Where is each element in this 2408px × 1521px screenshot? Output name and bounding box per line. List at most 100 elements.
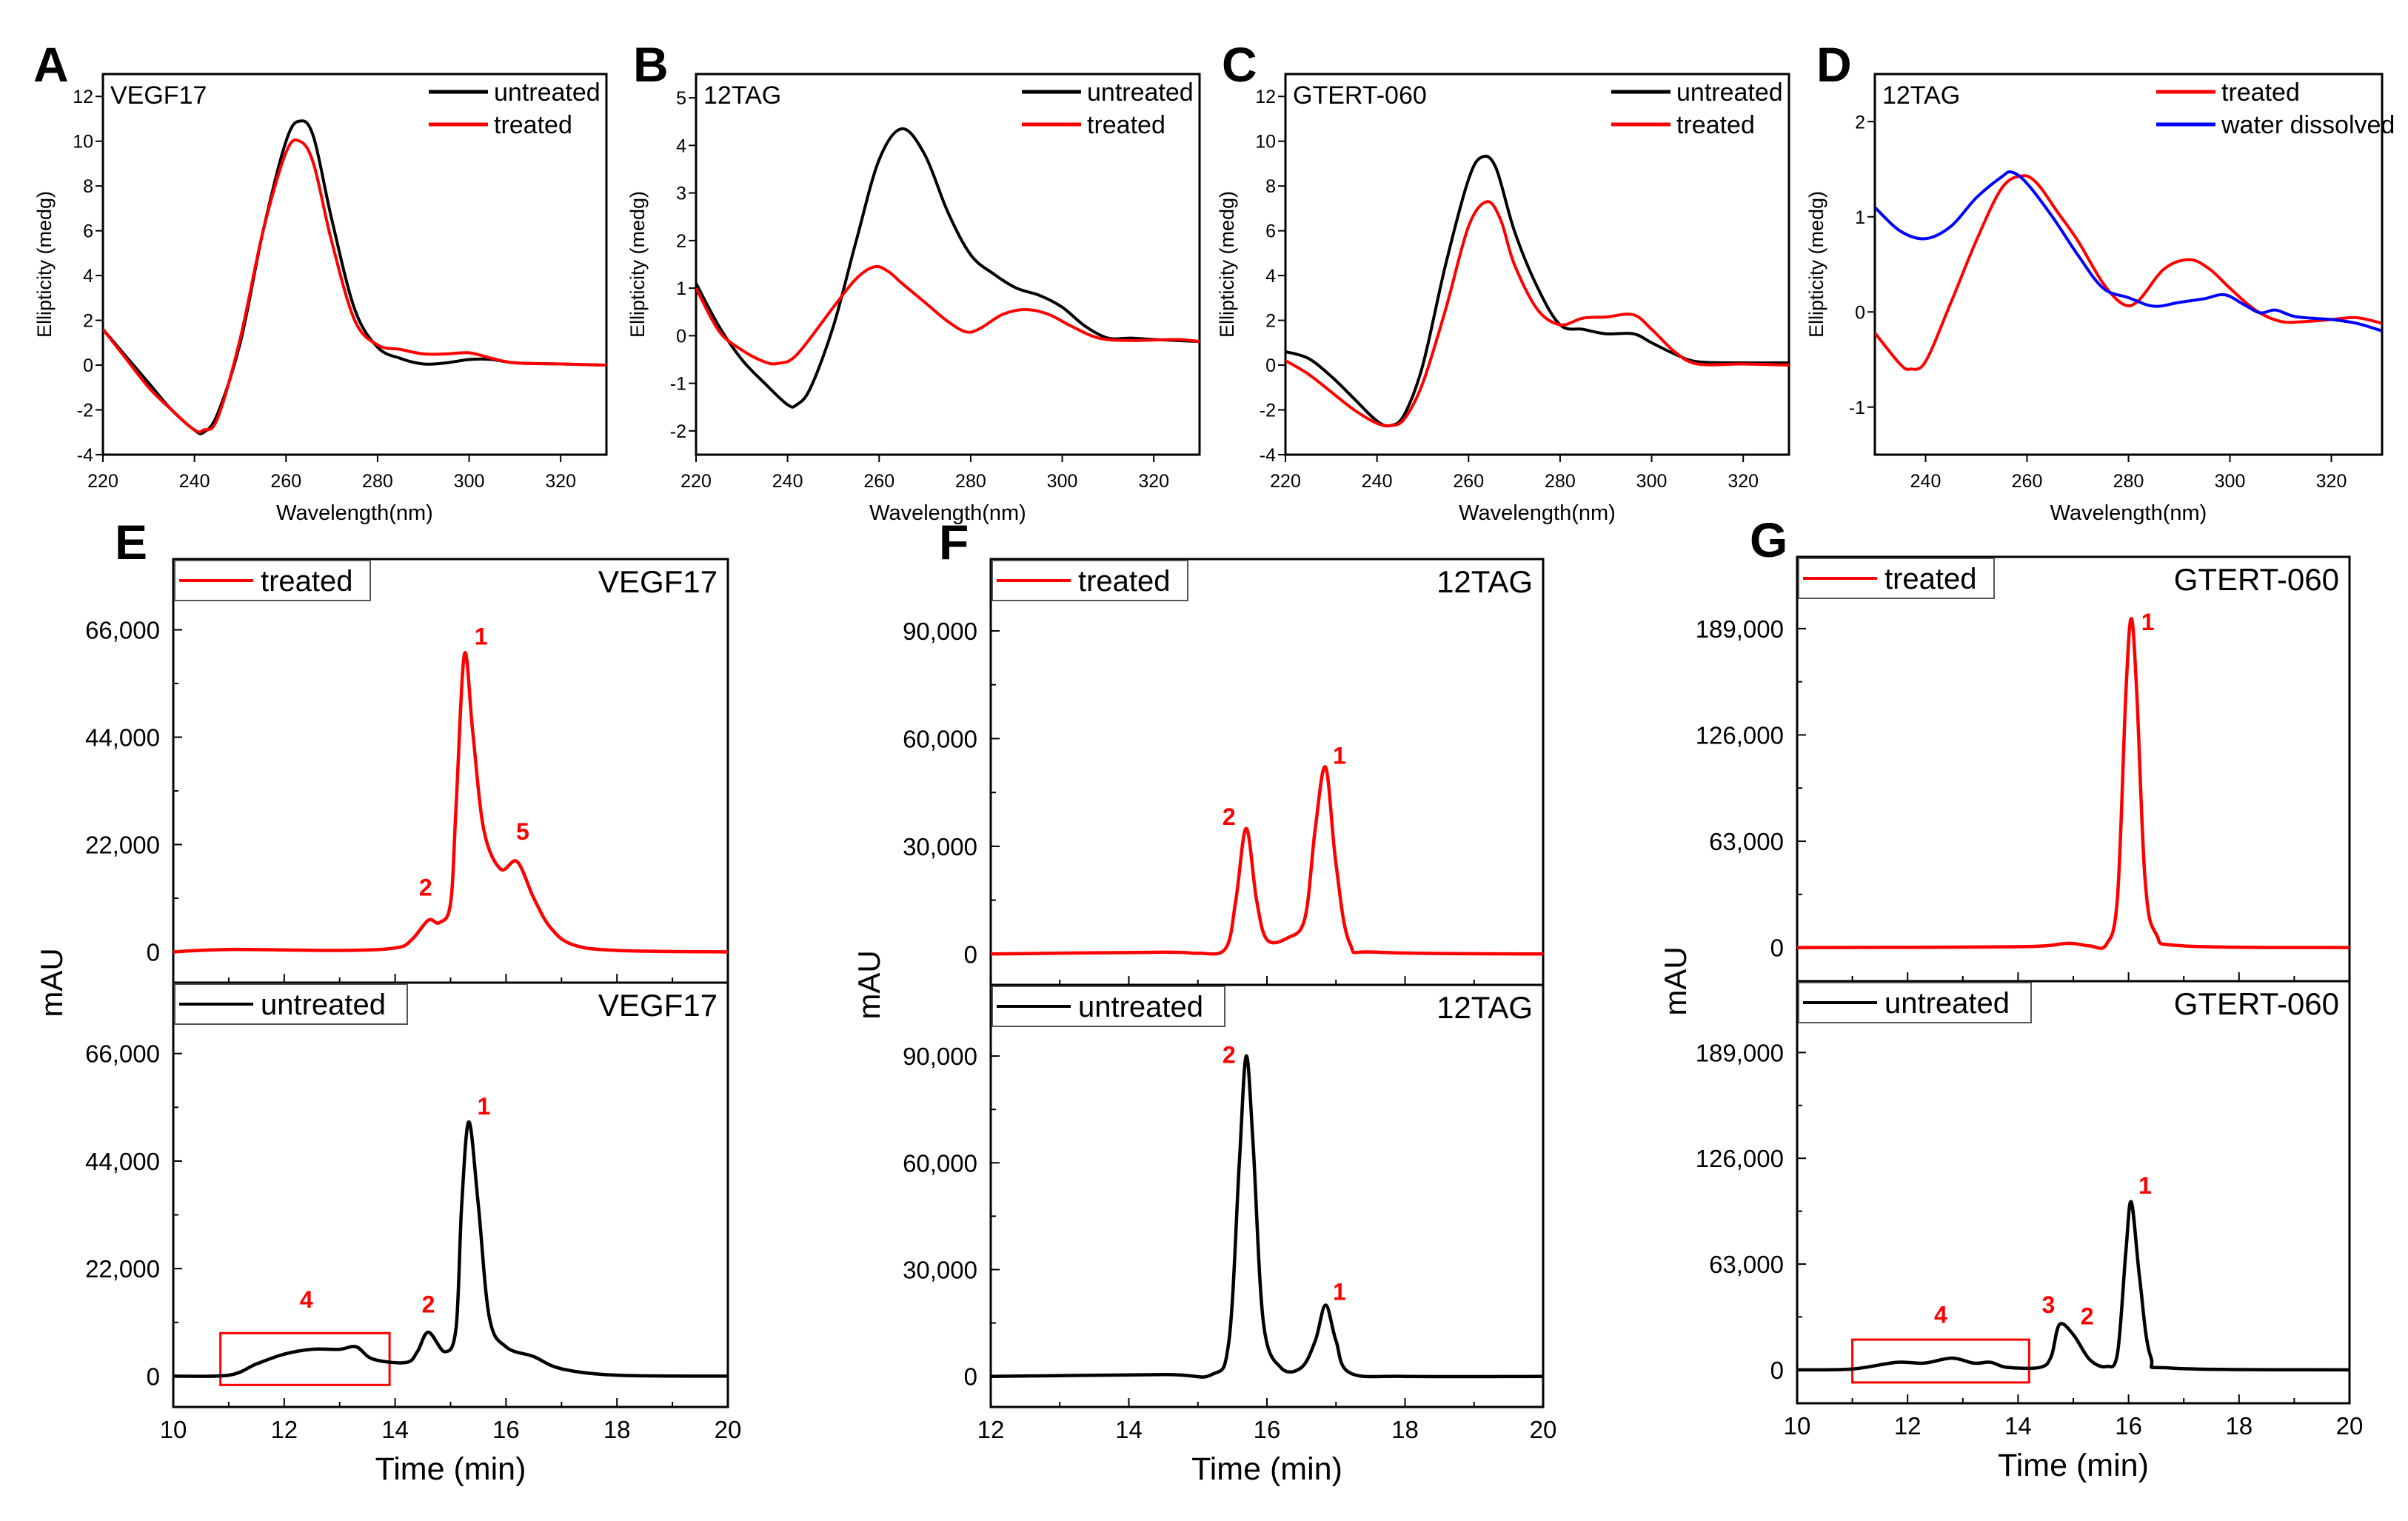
series-line-treated	[1875, 174, 2382, 371]
y-tick-label: 8	[83, 176, 93, 197]
y-tick-label: 2	[676, 231, 686, 252]
y-axis-label: Ellipticity (medg)	[33, 191, 56, 338]
peak-label: 3	[2042, 1291, 2056, 1318]
series-line-water-dissolved	[1875, 170, 2382, 332]
x-tick-label: 20	[2336, 1412, 2364, 1440]
y-tick-label: 44,000	[85, 724, 160, 752]
subplot-treated: 0 63,000 126,000 189,000 1 treated GTERT-060	[1696, 555, 2351, 983]
x-tick-label: 12	[977, 1416, 1005, 1443]
y-tick-label: -2	[77, 401, 93, 421]
x-tick-label: 240	[179, 471, 210, 492]
peak-label: 2	[1223, 1042, 1236, 1069]
sample-title: VEGF17	[598, 564, 718, 599]
y-tick-label: -4	[77, 445, 93, 466]
legend-label: untreated	[1087, 78, 1194, 107]
legend-label: treated	[261, 565, 353, 598]
y-tick-label: 1	[676, 278, 686, 299]
x-tick-label: 16	[2115, 1412, 2142, 1440]
legend-label: untreated	[1884, 987, 2010, 1020]
x-tick-label: 280	[1545, 471, 1576, 492]
peak-label: 4	[300, 1286, 313, 1313]
x-axis-label: Wavelength(nm)	[2050, 501, 2207, 525]
x-tick-label: 260	[2012, 471, 2043, 492]
x-tick-label: 16	[1254, 1416, 1281, 1443]
y-tick-label: -4	[1260, 445, 1276, 466]
x-axis-label: Wavelength(nm)	[1459, 501, 1616, 525]
legend-label: treated	[2221, 78, 2300, 107]
y-axis-label: Ellipticity (medg)	[1216, 191, 1238, 338]
peak-label: 2	[422, 1291, 435, 1318]
y-tick-label: 2	[1855, 112, 1865, 133]
x-tick-label: 320	[1138, 471, 1169, 492]
cd-panel-b: B 220 240 260 280 300 320 -2 -1 0 1 2 3 4 5 Wavelength(…	[626, 37, 1201, 525]
sample-title: VEGF17	[598, 988, 718, 1023]
plot-frame	[1796, 555, 2351, 983]
sample-title: GTERT-060	[2174, 562, 2339, 597]
y-tick-label: 1	[1855, 207, 1865, 228]
x-tick-label: 14	[2004, 1412, 2032, 1440]
x-axis-label: Wavelength(nm)	[869, 501, 1026, 525]
peak-label: 1	[478, 1093, 491, 1120]
peak-label: 1	[2138, 1172, 2152, 1199]
y-tick-label: 189,000	[1696, 615, 1784, 643]
x-tick-label: 18	[603, 1416, 631, 1443]
panel-letter: A	[33, 37, 69, 92]
plot-frame	[172, 981, 729, 1408]
x-tick-label: 20	[715, 1416, 742, 1443]
y-axis-label: Ellipticity (medg)	[1805, 191, 1827, 338]
plot-frame	[172, 558, 729, 984]
series-line-treated	[103, 138, 606, 434]
y-tick-label: 189,000	[1696, 1039, 1784, 1066]
panel-letter: C	[1222, 37, 1257, 92]
x-tick-label: 10	[160, 1416, 187, 1443]
x-tick-label: 220	[680, 471, 712, 492]
cd-panel-c: C 220 240 260 280 300 320 -4 -2 0 2 4 6 8 10 12 Waveleng…	[1216, 37, 1790, 525]
subplot-treated: 0 30,000 60,000 90,000 2 1 treated 12TAG	[903, 558, 1545, 986]
x-tick-label: 12	[1894, 1412, 1922, 1440]
peak-label: 1	[1333, 742, 1346, 769]
sample-title: 12TAG	[1437, 564, 1533, 599]
y-axis-label: mAU	[1658, 946, 1693, 1015]
legend-label: treated	[1078, 565, 1171, 598]
panel-letter: F	[939, 515, 969, 569]
y-tick-label: 6	[1265, 221, 1276, 242]
x-axis-label: Time (min)	[1191, 1451, 1342, 1487]
x-tick-label: 220	[1270, 471, 1301, 492]
y-axis-label: mAU	[852, 950, 886, 1019]
chromatogram-line-treated	[991, 765, 1543, 956]
chromatogram-line-untreated	[991, 1054, 1543, 1379]
panel-letter: D	[1816, 37, 1852, 92]
subplot-untreated: 0 30,000 60,000 90,000 2 1 untreated 12TAG	[903, 983, 1545, 1408]
peak-label: 2	[2081, 1303, 2094, 1330]
y-tick-label: 10	[73, 132, 93, 153]
x-tick-label: 220	[87, 471, 118, 492]
series-line-untreated	[1285, 154, 1789, 428]
y-tick-label: 2	[83, 311, 93, 332]
x-tick-label: 300	[1047, 471, 1078, 492]
x-tick-label: 18	[2225, 1412, 2253, 1440]
panel-title: VEGF17	[110, 81, 207, 110]
y-tick-label: 12	[73, 87, 93, 107]
series-line-treated	[1285, 200, 1789, 428]
subplot-treated: 0 22,000 44,000 66,000 1 2 5 treated VEGF17	[85, 558, 729, 984]
x-tick-label: 240	[772, 471, 803, 492]
panel-letter: G	[1750, 512, 1787, 567]
x-tick-label: 20	[1530, 1416, 1557, 1443]
y-tick-label: 30,000	[903, 833, 977, 860]
x-axis-label: Time (min)	[375, 1451, 526, 1487]
y-tick-label: 30,000	[903, 1256, 977, 1283]
y-tick-label: 4	[1265, 266, 1276, 287]
x-tick-label: 280	[2113, 471, 2144, 492]
legend-label: untreated	[494, 78, 601, 107]
plot-frame	[101, 73, 608, 456]
x-tick-label: 12	[270, 1416, 298, 1443]
subplot-untreated: 0 22,000 44,000 66,000 1 2 4 untreated VEGF17	[85, 981, 729, 1408]
y-tick-label: 4	[676, 136, 686, 156]
peak-label: 2	[419, 875, 432, 901]
y-tick-label: 0	[1770, 1357, 1784, 1384]
y-tick-label: 10	[1255, 132, 1276, 153]
y-tick-label: 6	[83, 221, 93, 242]
x-tick-label: 320	[545, 471, 576, 492]
x-tick-label: 240	[1910, 471, 1942, 492]
y-tick-label: 66,000	[85, 1040, 160, 1068]
